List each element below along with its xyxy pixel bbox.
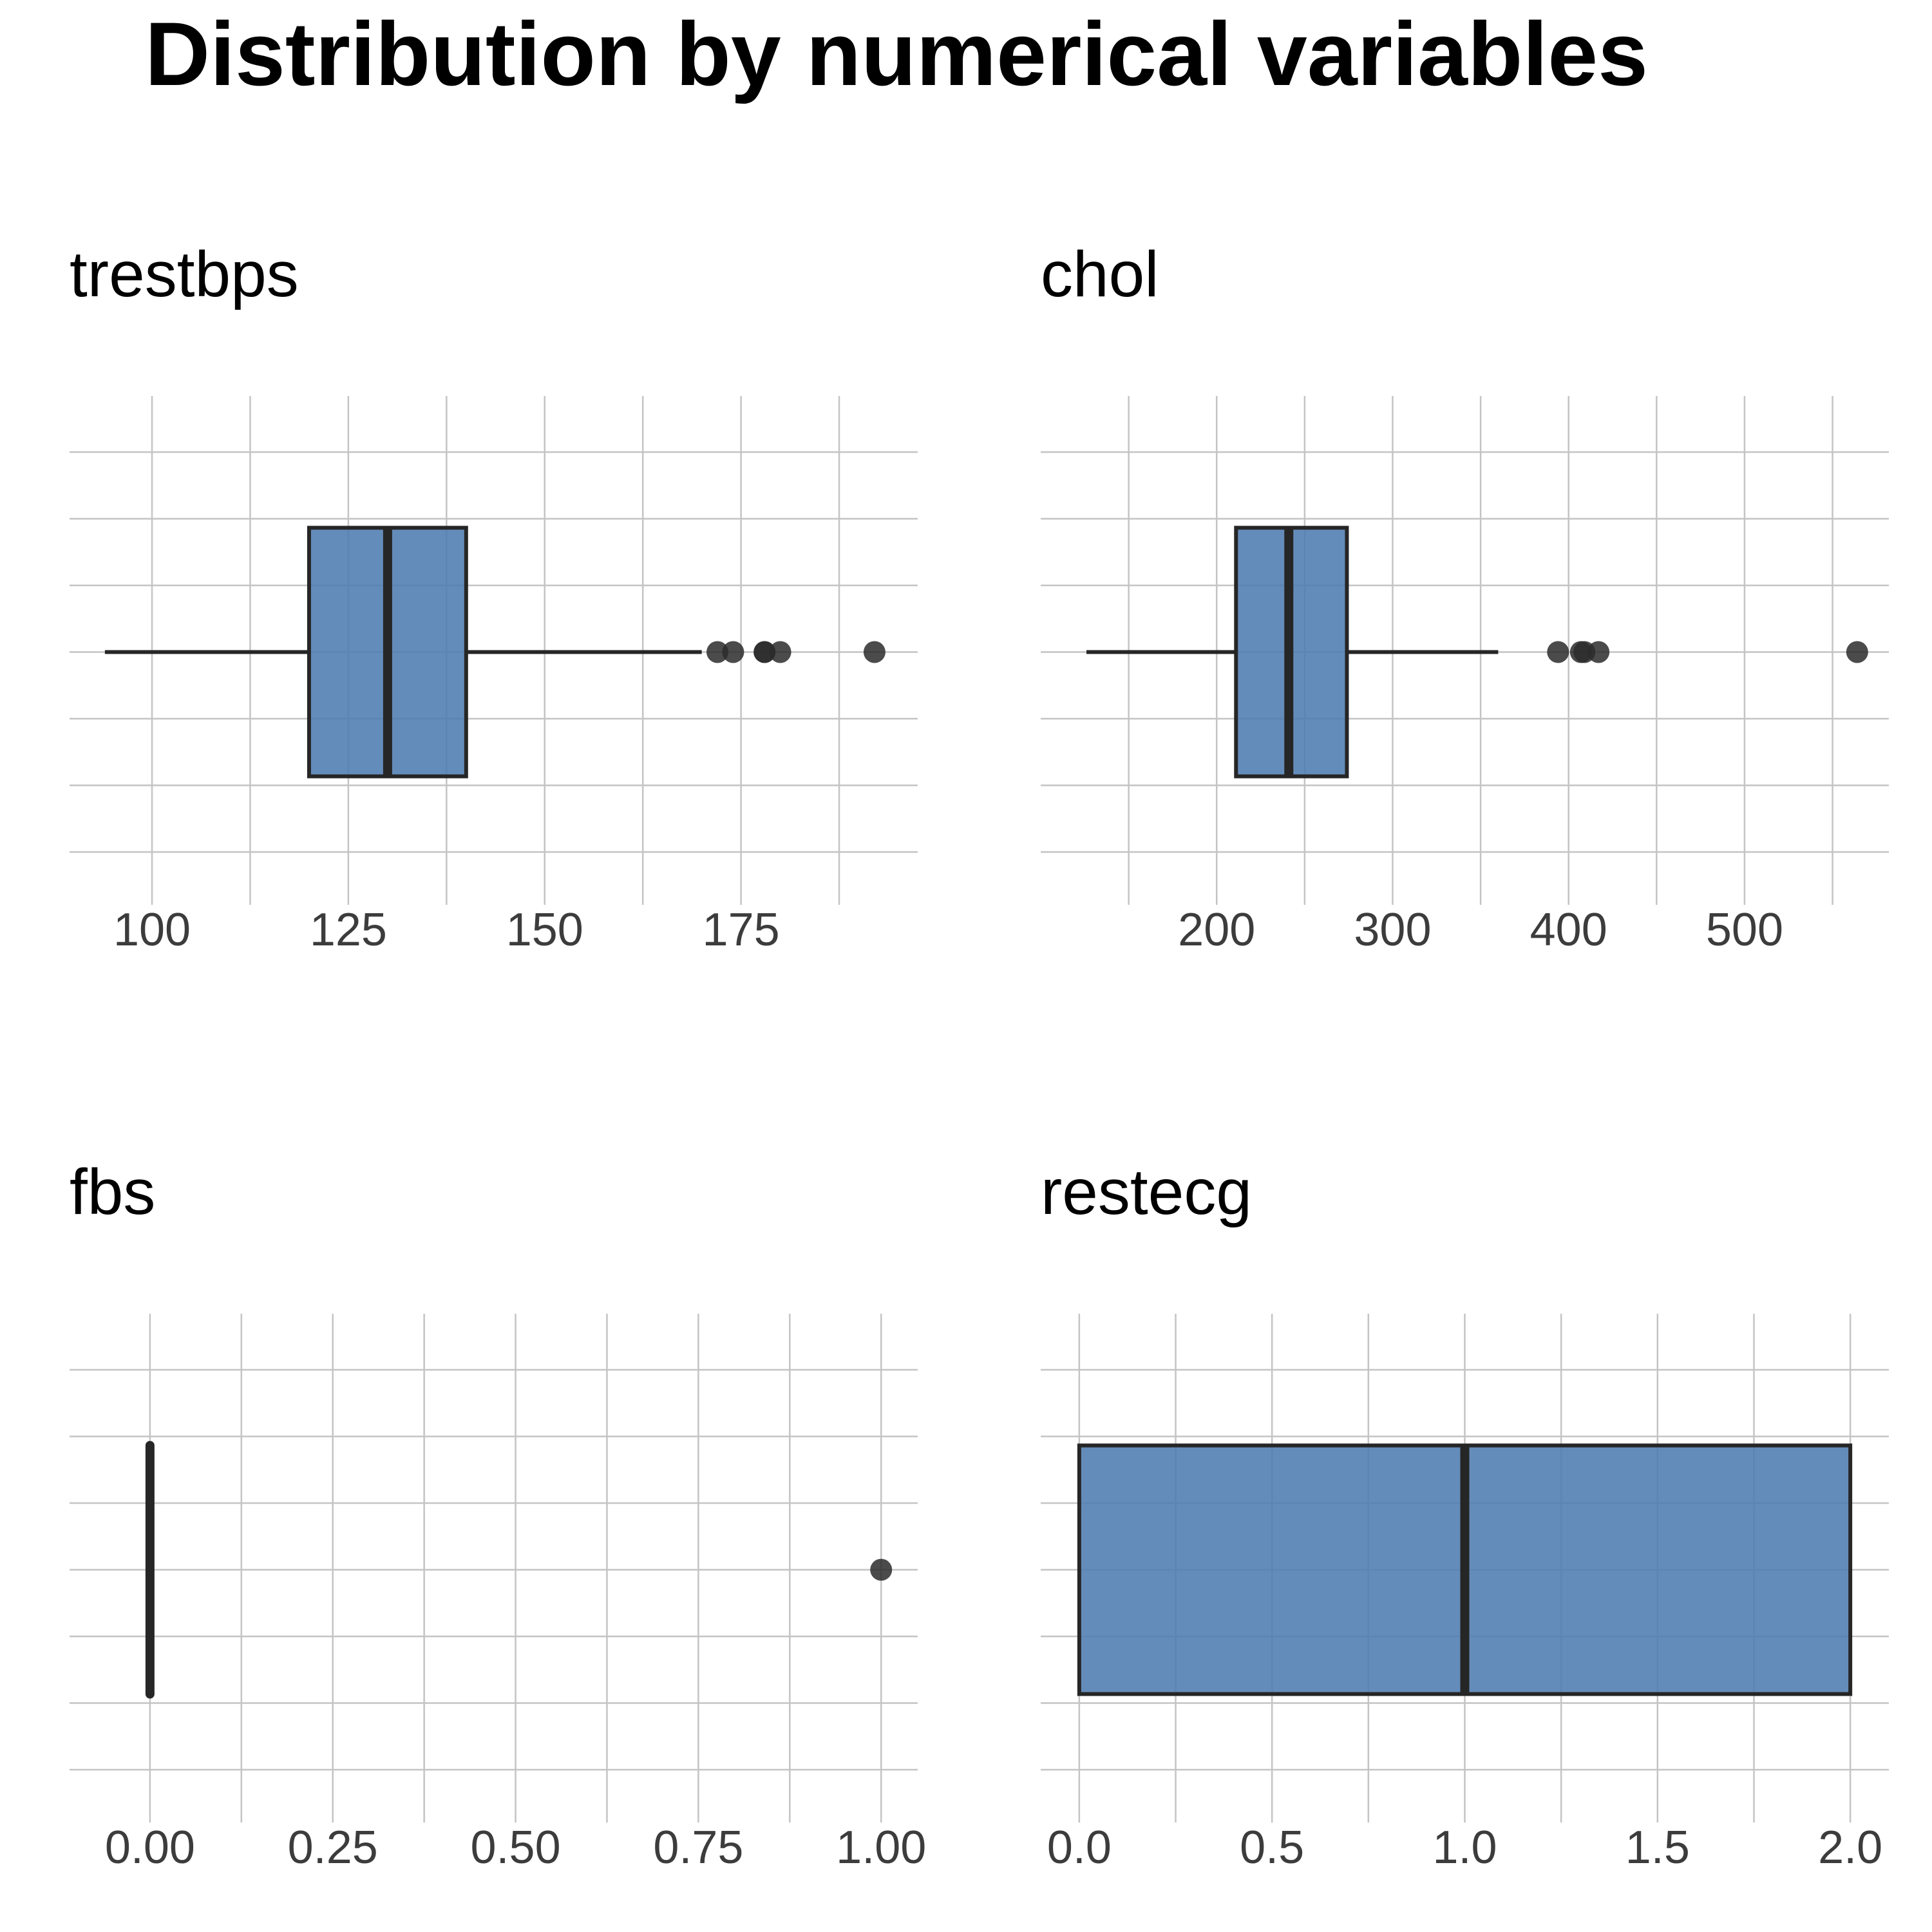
panel-chol: chol 200 300 400 500 [1041, 238, 1889, 956]
x-tick-label: 125 [310, 904, 387, 956]
x-tick-label: 400 [1530, 904, 1607, 956]
panels: trestbps 100 125 150 175 chol 200 300 400 500 fbs 0… [70, 238, 1889, 1873]
outlier-point [870, 1558, 893, 1581]
outlier-point [769, 641, 791, 663]
x-tick-label: 1.5 [1625, 1822, 1690, 1873]
panel-title: chol [1041, 238, 1159, 310]
outlier-point [1547, 641, 1569, 663]
outlier-point [706, 641, 729, 663]
x-tick-label: 0.00 [105, 1822, 195, 1873]
panel-title: fbs [70, 1156, 155, 1228]
x-tick-label: 1.00 [836, 1822, 926, 1873]
outlier-point [753, 641, 776, 663]
x-tick-label: 150 [506, 904, 583, 956]
x-tick-label: 0.50 [470, 1822, 560, 1873]
x-tick-label: 0.25 [288, 1822, 378, 1873]
x-tick-label: 175 [703, 904, 780, 956]
x-tick-label: 300 [1354, 904, 1431, 956]
x-tick-label: 100 [113, 904, 191, 956]
x-tick-label: 0.75 [653, 1822, 743, 1873]
x-tick-label: 2.0 [1818, 1822, 1882, 1873]
panel-restecg: restecg 0.0 0.5 1.0 1.5 2.0 [1041, 1156, 1889, 1873]
panel-trestbps: trestbps 100 125 150 175 [70, 238, 918, 956]
outlier-point [1846, 641, 1868, 663]
x-tick-label: 200 [1178, 904, 1255, 956]
outlier-point [863, 641, 886, 663]
outlier-point [1587, 641, 1610, 663]
outlier-point [722, 641, 744, 663]
x-tick-label: 0.0 [1047, 1822, 1112, 1873]
x-tick-label: 0.5 [1240, 1822, 1304, 1873]
x-tick-label: 500 [1706, 904, 1783, 956]
x-tick-label: 1.0 [1432, 1822, 1497, 1873]
panel-fbs: fbs 0.00 0.25 0.50 0.75 1.00 [70, 1156, 926, 1873]
panel-title: trestbps [70, 238, 299, 310]
panel-title: restecg [1041, 1156, 1252, 1228]
main-title: Distribution by numerical variables [145, 3, 1648, 104]
